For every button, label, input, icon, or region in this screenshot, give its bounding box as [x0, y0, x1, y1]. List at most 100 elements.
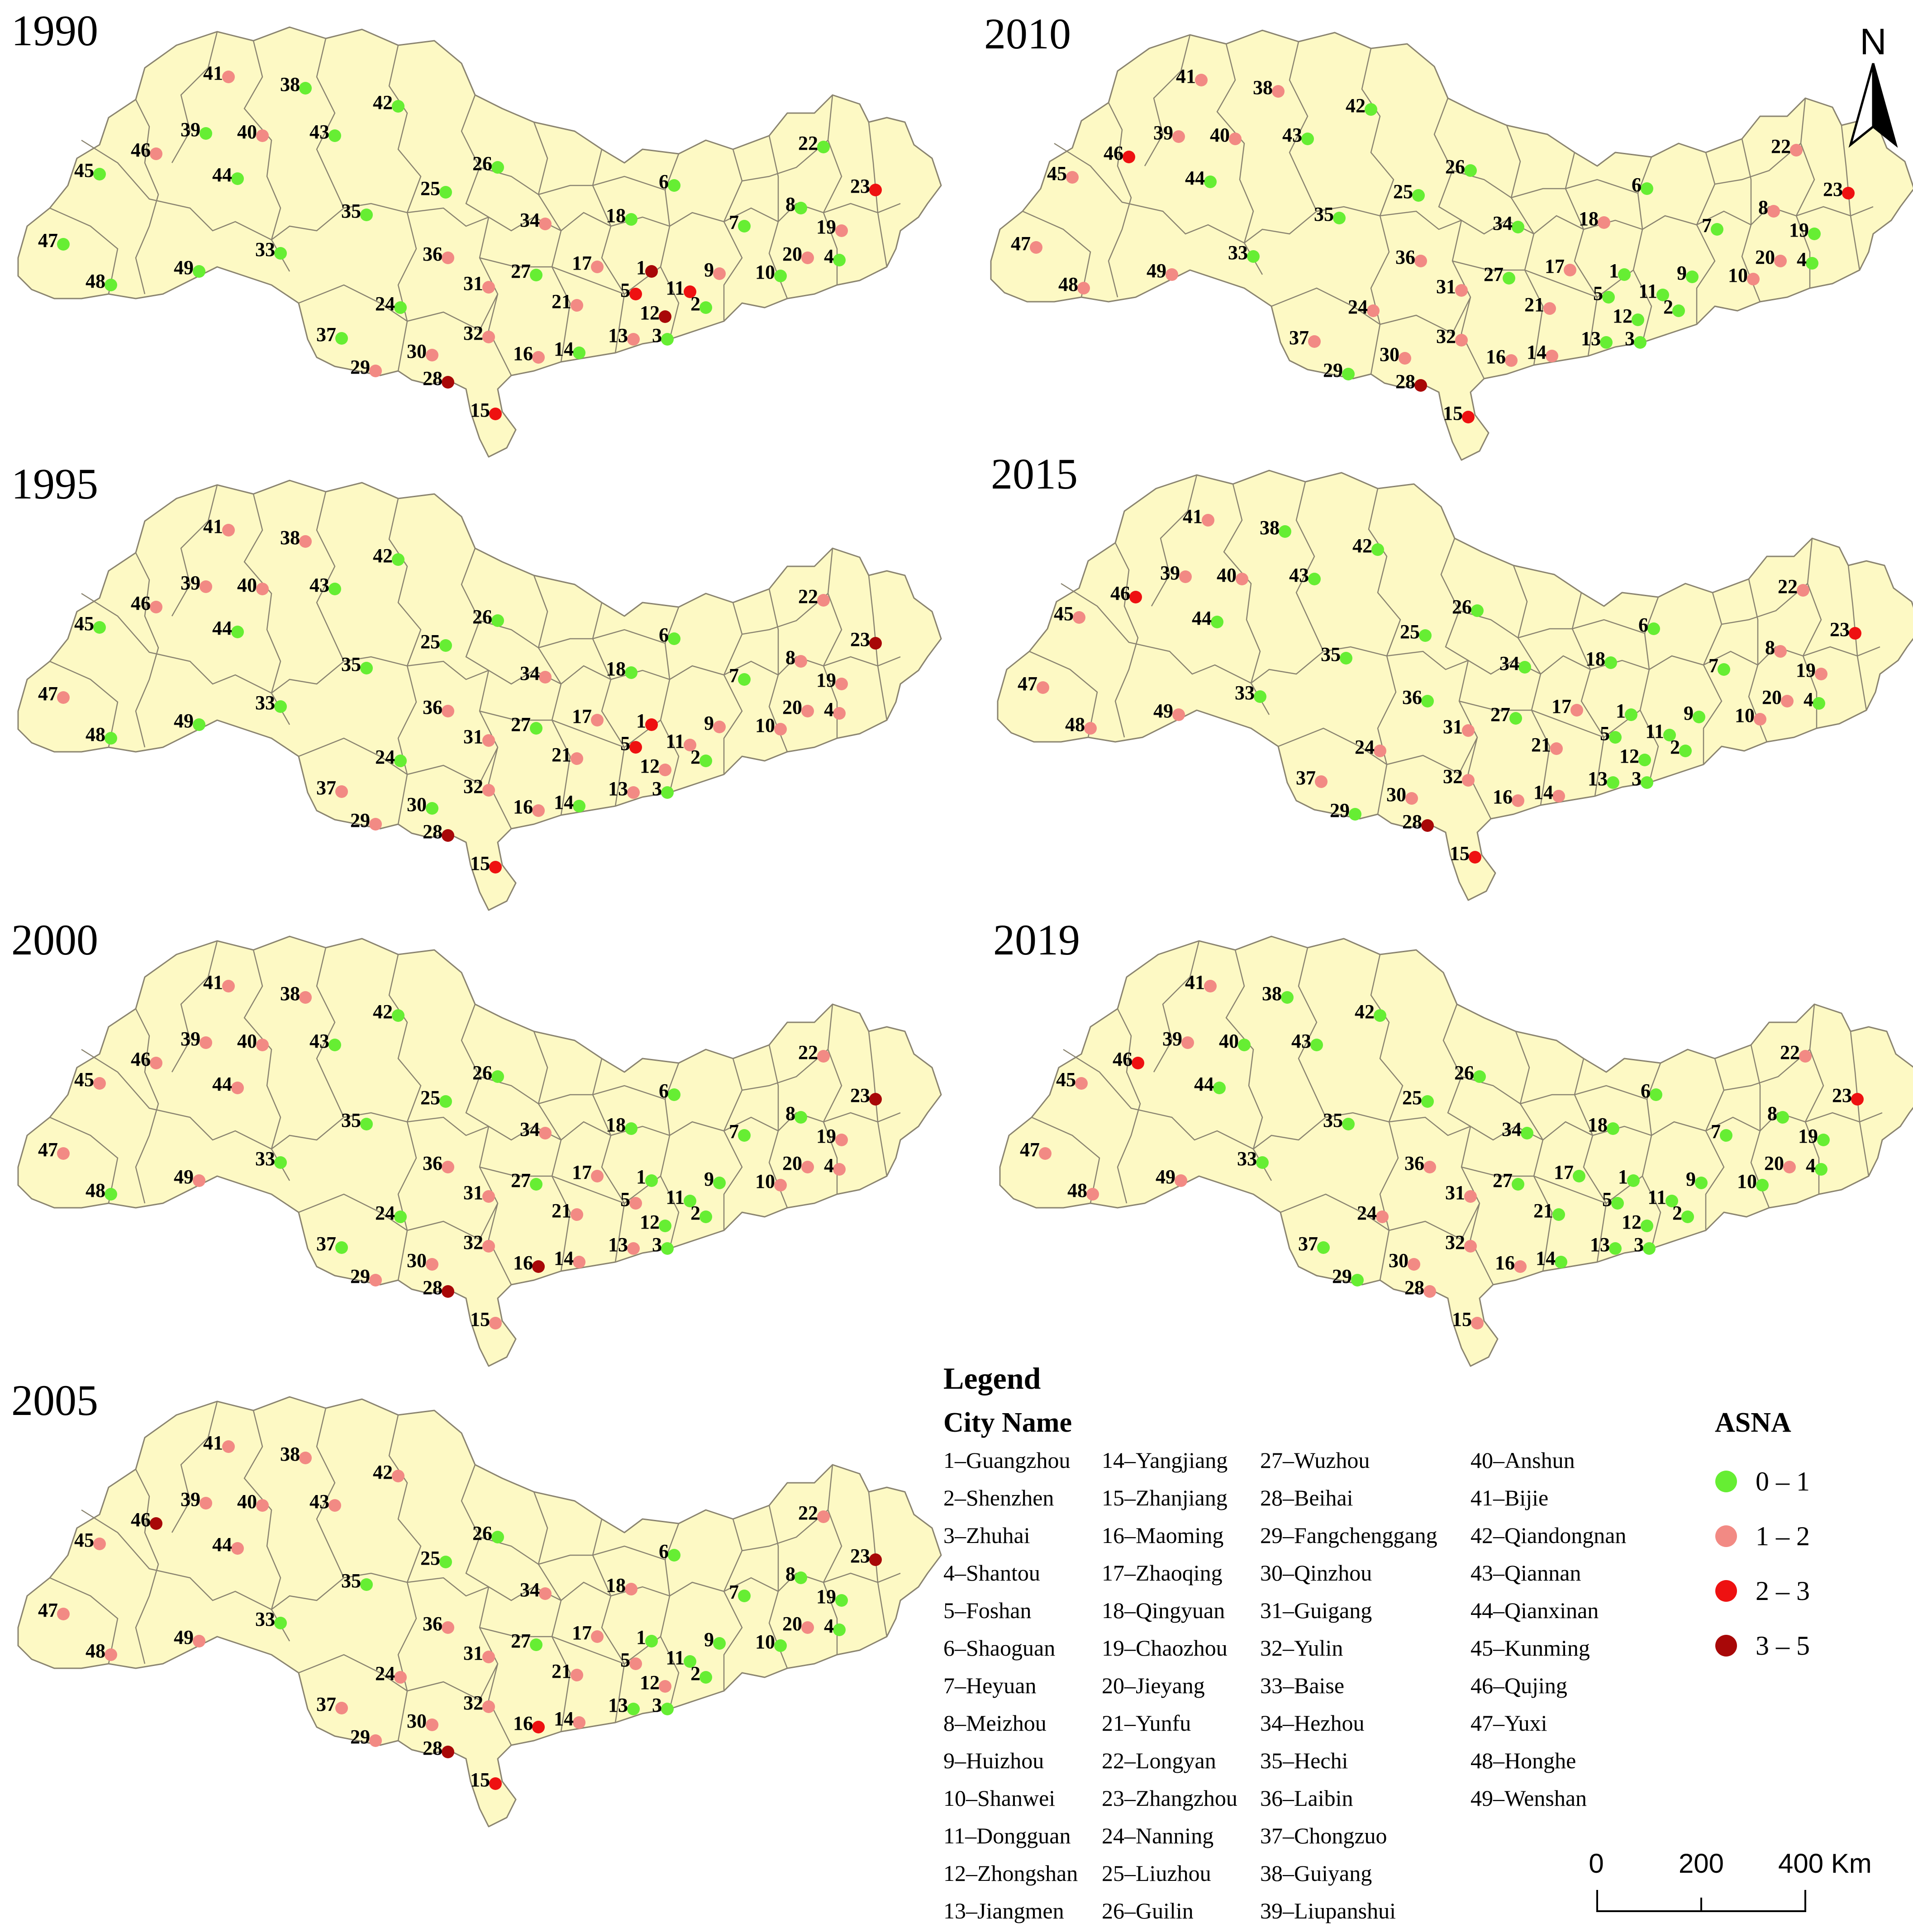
city-number-32: 32 [1445, 1231, 1465, 1253]
city-marker-34 [539, 218, 552, 230]
city-number-17: 17 [1554, 1161, 1574, 1183]
city-entry-34: 34–Hezhou [1260, 1710, 1365, 1736]
city-marker-26 [491, 1070, 504, 1083]
city-number-14: 14 [1533, 781, 1553, 803]
city-marker-46 [1132, 1057, 1144, 1069]
city-marker-49 [1172, 708, 1185, 721]
city-marker-23 [869, 637, 882, 650]
city-entry-42: 42–Qiandongnan [1470, 1523, 1626, 1548]
city-entry-12: 12–Zhongshan [943, 1861, 1078, 1886]
city-number-35: 35 [1314, 203, 1334, 225]
city-number-2: 2 [690, 293, 700, 315]
city-number-47: 47 [38, 1599, 58, 1621]
city-marker-44 [1211, 616, 1223, 628]
city-marker-30 [1408, 1258, 1420, 1271]
city-entry-35: 35–Hechi [1260, 1748, 1348, 1773]
city-number-22: 22 [1771, 135, 1791, 157]
city-marker-4 [833, 1623, 846, 1636]
city-number-5: 5 [620, 1188, 630, 1210]
city-marker-13 [1600, 336, 1613, 349]
city-marker-7 [738, 220, 751, 233]
city-number-32: 32 [463, 1692, 483, 1714]
city-number-28: 28 [1402, 811, 1422, 833]
city-entry-19: 19–Chaozhou [1102, 1635, 1228, 1661]
city-number-47: 47 [38, 1139, 58, 1161]
city-number-34: 34 [520, 662, 540, 684]
city-marker-43 [328, 1499, 341, 1512]
city-marker-39 [1172, 130, 1185, 143]
city-number-19: 19 [1796, 659, 1816, 681]
city-marker-43 [328, 129, 341, 142]
city-marker-31 [1455, 284, 1468, 297]
city-number-26: 26 [472, 1522, 492, 1544]
city-marker-17 [591, 261, 604, 273]
city-marker-18 [1604, 656, 1617, 669]
city-marker-43 [1308, 573, 1321, 585]
city-number-3: 3 [1632, 768, 1642, 790]
city-number-34: 34 [520, 1579, 540, 1601]
city-marker-3 [661, 786, 674, 799]
city-marker-47 [57, 238, 70, 251]
city-number-36: 36 [1402, 686, 1422, 708]
city-number-8: 8 [785, 646, 795, 669]
city-number-45: 45 [74, 1529, 94, 1551]
city-marker-29 [369, 365, 382, 377]
city-marker-7 [1720, 1129, 1732, 1142]
city-marker-31 [482, 281, 495, 294]
city-number-10: 10 [755, 1170, 775, 1192]
city-number-24: 24 [1357, 1202, 1377, 1224]
asna-swatch-2-3 [1715, 1580, 1737, 1602]
city-marker-33 [274, 1617, 287, 1629]
city-marker-22 [817, 1510, 830, 1523]
city-marker-39 [200, 127, 212, 140]
city-marker-10 [774, 270, 787, 282]
city-number-13: 13 [1588, 768, 1608, 790]
city-number-18: 18 [1588, 1114, 1608, 1136]
city-number-1: 1 [636, 1626, 646, 1648]
city-marker-36 [1414, 255, 1427, 267]
city-marker-38 [1281, 991, 1294, 1004]
city-number-18: 18 [1585, 648, 1605, 670]
city-number-48: 48 [1065, 713, 1085, 736]
city-marker-31 [1462, 724, 1475, 737]
city-marker-23 [869, 184, 882, 196]
city-marker-35 [1340, 652, 1352, 665]
city-number-4: 4 [1804, 688, 1813, 711]
city-marker-13 [627, 333, 640, 346]
city-entry-21: 21–Yunfu [1102, 1710, 1191, 1736]
city-number-7: 7 [1702, 214, 1712, 237]
city-number-42: 42 [373, 545, 393, 567]
city-number-9: 9 [704, 1168, 714, 1190]
city-marker-25 [439, 1095, 452, 1108]
city-number-3: 3 [652, 1694, 662, 1716]
city-number-42: 42 [1346, 95, 1366, 117]
city-marker-47 [57, 1608, 70, 1620]
city-number-43: 43 [309, 1491, 329, 1513]
city-marker-28 [1423, 1285, 1436, 1298]
city-marker-44 [231, 1082, 244, 1094]
city-number-12: 12 [640, 755, 660, 777]
asna-label-0-1: 0 – 1 [1756, 1467, 1810, 1496]
city-marker-49 [193, 1635, 205, 1647]
city-marker-26 [491, 614, 504, 627]
city-number-14: 14 [1536, 1247, 1556, 1269]
city-marker-1 [645, 265, 658, 278]
city-number-20: 20 [782, 1152, 802, 1174]
city-marker-16 [1514, 1260, 1527, 1273]
city-number-1: 1 [636, 1166, 646, 1188]
city-marker-22 [817, 1050, 830, 1063]
city-number-16: 16 [513, 342, 533, 365]
city-number-22: 22 [798, 132, 818, 154]
city-number-23: 23 [850, 628, 870, 650]
city-entry-11: 11–Dongguan [943, 1823, 1071, 1848]
city-number-32: 32 [463, 1231, 483, 1253]
city-marker-42 [1365, 103, 1377, 116]
city-marker-49 [1166, 268, 1178, 281]
city-marker-3 [661, 1703, 674, 1715]
asna-label-2-3: 2 – 3 [1756, 1576, 1810, 1606]
city-number-37: 37 [316, 1693, 336, 1715]
city-number-8: 8 [785, 1102, 795, 1125]
city-marker-28 [1421, 819, 1434, 832]
panel-year-label: 2019 [993, 916, 1080, 964]
city-number-35: 35 [341, 200, 361, 222]
